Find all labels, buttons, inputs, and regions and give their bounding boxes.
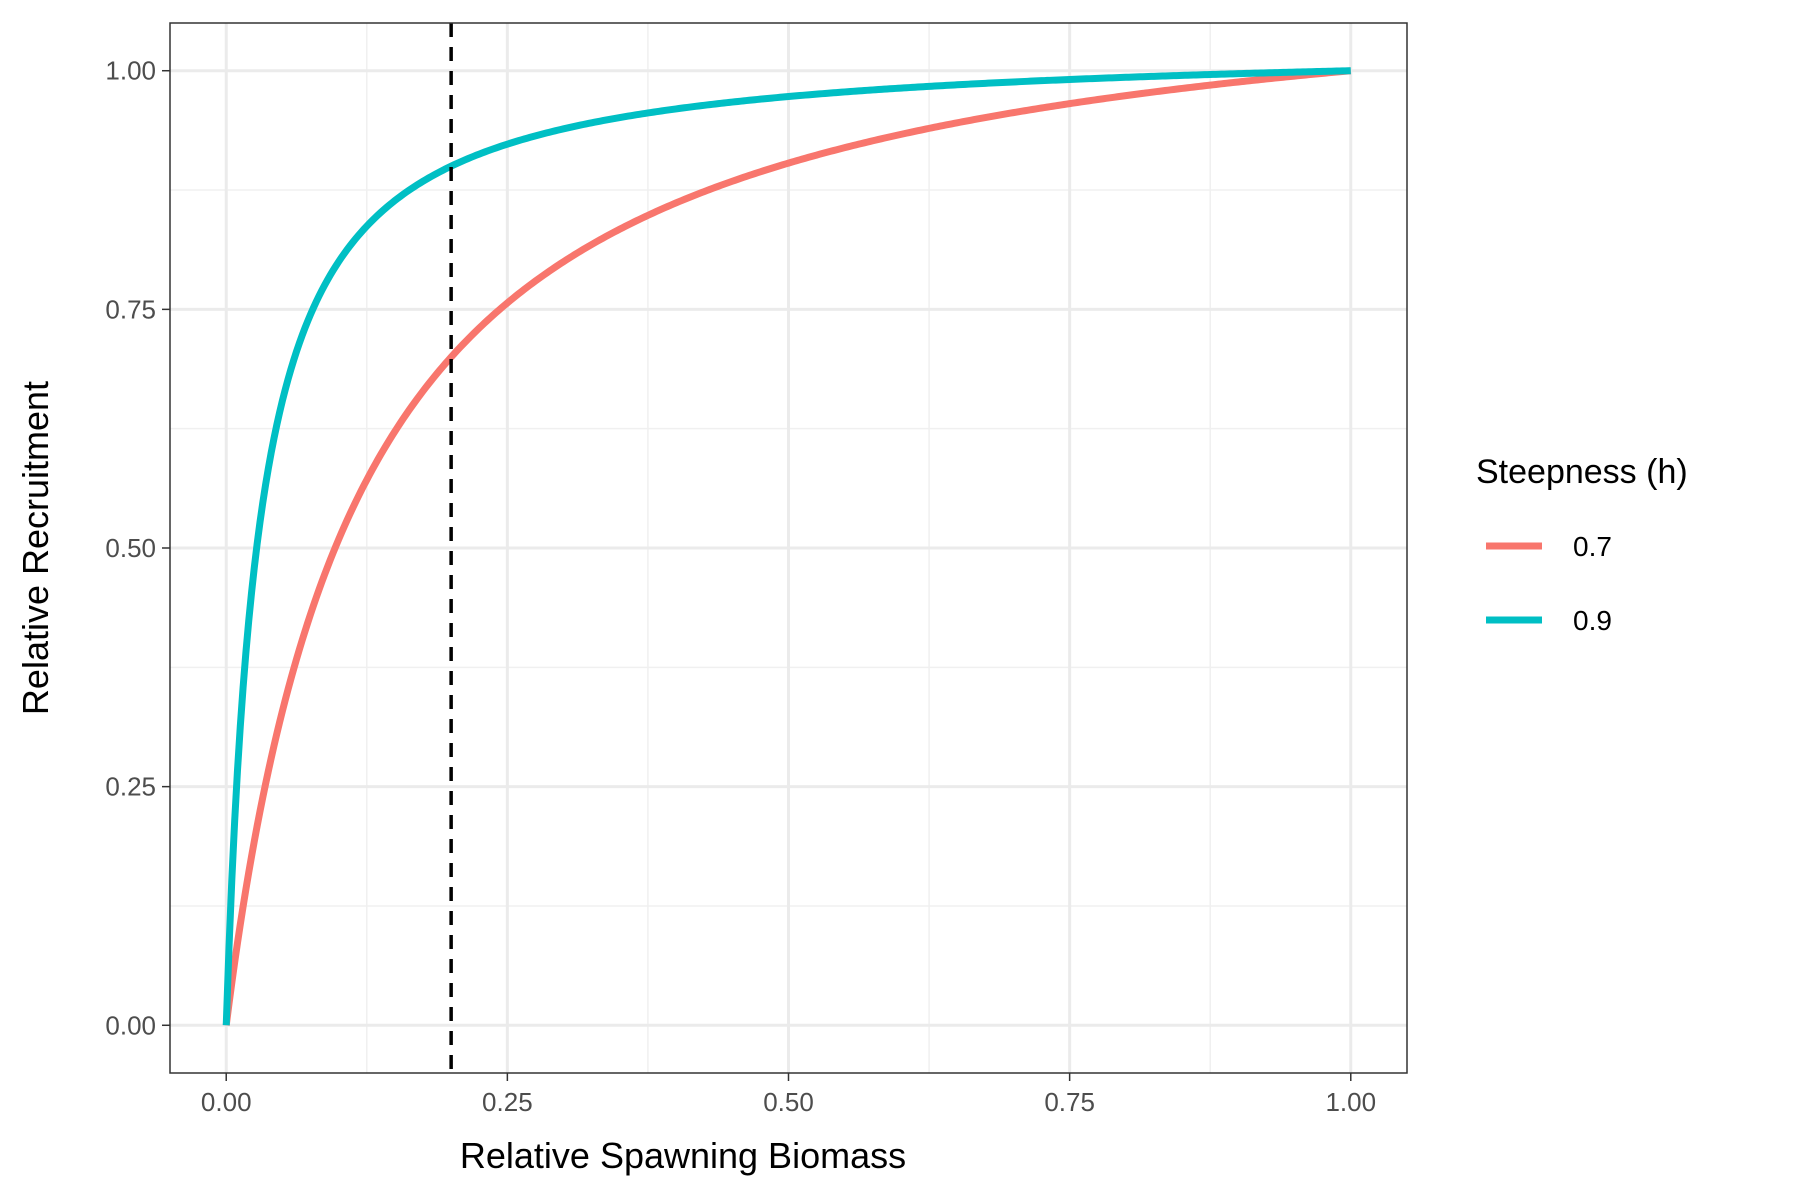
y-tick-label-4: 1.00 <box>105 56 156 86</box>
y-tick-label-0: 0.00 <box>105 1010 156 1040</box>
x-axis-title: Relative Spawning Biomass <box>460 1135 906 1176</box>
y-tick-label-1: 0.25 <box>105 772 156 802</box>
legend: Steepness (h) 0.7 0.9 <box>1476 453 1688 636</box>
legend-items: 0.7 0.9 <box>1486 531 1612 636</box>
x-tick-label-4: 1.00 <box>1325 1087 1376 1117</box>
x-axis: 0.00 0.25 0.50 0.75 1.00 <box>201 1073 1376 1117</box>
x-tick-label-3: 0.75 <box>1044 1087 1095 1117</box>
y-tick-label-3: 0.75 <box>105 294 156 324</box>
legend-title: Steepness (h) <box>1476 453 1688 491</box>
series-line-0.9 <box>222 67 1352 1026</box>
plot-panel <box>169 22 1408 1074</box>
series-line-0.7 <box>222 67 1352 1026</box>
y-axis-title: Relative Recruitment <box>15 381 56 715</box>
x-tick-label-0: 0.00 <box>201 1087 252 1117</box>
y-tick-label-2: 0.50 <box>105 533 156 563</box>
x-tick-label-2: 0.50 <box>763 1087 814 1117</box>
series-layer <box>222 67 1352 1026</box>
y-axis: 0.00 0.25 0.50 0.75 1.00 <box>105 56 170 1040</box>
legend-label-0.7: 0.7 <box>1573 531 1612 562</box>
x-tick-label-1: 0.25 <box>482 1087 533 1117</box>
grid-major <box>170 23 1407 1073</box>
legend-label-0.9: 0.9 <box>1573 605 1612 636</box>
